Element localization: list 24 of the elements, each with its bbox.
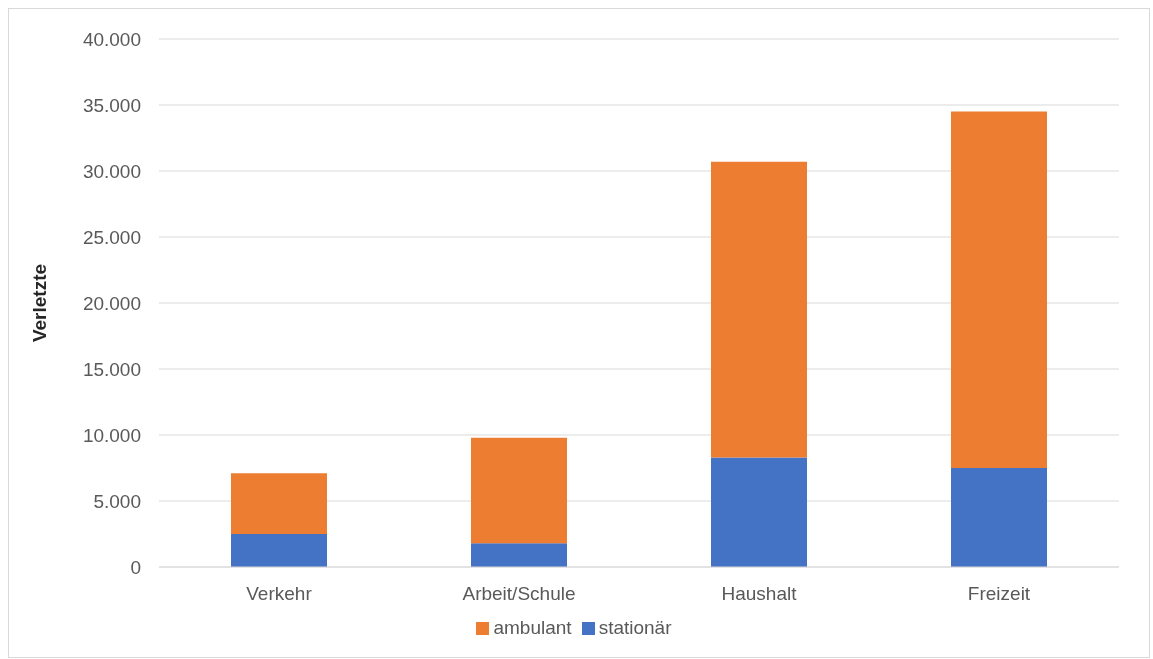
y-tick-label: 30.000 bbox=[82, 160, 141, 182]
x-tick-label: Arbeit/Schule bbox=[462, 583, 576, 605]
bar bbox=[471, 437, 567, 544]
y-tick-label: 10.000 bbox=[82, 424, 141, 446]
y-tick-label: 15.000 bbox=[82, 358, 141, 380]
bar bbox=[711, 457, 807, 567]
bar bbox=[471, 543, 567, 567]
bar bbox=[231, 534, 327, 567]
y-tick-label: 5.000 bbox=[93, 490, 141, 512]
y-axis-title: Verletzte bbox=[28, 263, 50, 343]
legend-label: ambulant bbox=[493, 617, 572, 638]
x-tick-label: Haushalt bbox=[721, 583, 798, 605]
bar bbox=[951, 111, 1047, 468]
bar bbox=[231, 473, 327, 534]
legend-label: stationär bbox=[598, 617, 672, 638]
bar bbox=[951, 468, 1047, 567]
x-tick-label: Verkehr bbox=[246, 583, 313, 605]
y-tick-label: 20.000 bbox=[82, 292, 141, 314]
y-tick-label: 25.000 bbox=[82, 226, 141, 248]
y-tick-label: 40.000 bbox=[82, 28, 141, 50]
x-tick-label: Freizeit bbox=[967, 583, 1031, 605]
y-tick-label: 0 bbox=[130, 556, 141, 578]
y-tick-label: 35.000 bbox=[82, 94, 141, 116]
bar bbox=[711, 161, 807, 458]
